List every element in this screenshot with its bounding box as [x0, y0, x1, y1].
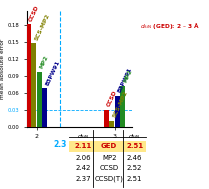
Bar [120, 86, 125, 127]
Text: B3PW91: B3PW91 [117, 67, 133, 93]
Text: SCS-MP2: SCS-MP2 [112, 90, 129, 119]
Y-axis label: mean absolute error: mean absolute error [0, 39, 5, 99]
Bar [26, 24, 31, 127]
Text: B3PW91: B3PW91 [45, 59, 61, 86]
Bar [42, 88, 47, 127]
Bar [104, 110, 109, 127]
Bar [109, 121, 114, 127]
Text: GED: GED [101, 143, 117, 149]
FancyBboxPatch shape [69, 141, 146, 152]
Text: $d_{\rm SiN}$: $d_{\rm SiN}$ [128, 132, 141, 141]
Text: CCSD: CCSD [106, 90, 118, 108]
Text: MP2: MP2 [39, 54, 50, 69]
Text: 2.51: 2.51 [127, 176, 143, 182]
Bar [31, 43, 36, 127]
Text: MP2: MP2 [102, 155, 116, 161]
Text: $d_{\rm SiN}$ (GED): 2 – 3 Å: $d_{\rm SiN}$ (GED): 2 – 3 Å [140, 21, 200, 31]
Text: SCS-MP2: SCS-MP2 [34, 12, 51, 41]
Text: CCSD(T): CCSD(T) [95, 176, 124, 182]
Text: CCSD: CCSD [100, 165, 119, 171]
Text: 2.52: 2.52 [127, 165, 142, 171]
Text: 2.51: 2.51 [126, 143, 143, 149]
Text: CCSD: CCSD [28, 4, 40, 22]
Text: MP2: MP2 [123, 69, 133, 84]
Bar [37, 71, 42, 127]
Bar [115, 96, 120, 127]
Text: 2.3: 2.3 [53, 140, 67, 149]
Text: 2.46: 2.46 [127, 155, 143, 161]
Text: $d_{\rm SiN}$ [Å]: $d_{\rm SiN}$ [Å] [109, 140, 132, 150]
Text: $d_{\rm SiN}$: $d_{\rm SiN}$ [76, 132, 89, 141]
Text: 2.11: 2.11 [74, 143, 92, 149]
Text: 2.42: 2.42 [75, 165, 90, 171]
Text: 2.06: 2.06 [75, 155, 91, 161]
Text: 2.37: 2.37 [75, 176, 91, 182]
